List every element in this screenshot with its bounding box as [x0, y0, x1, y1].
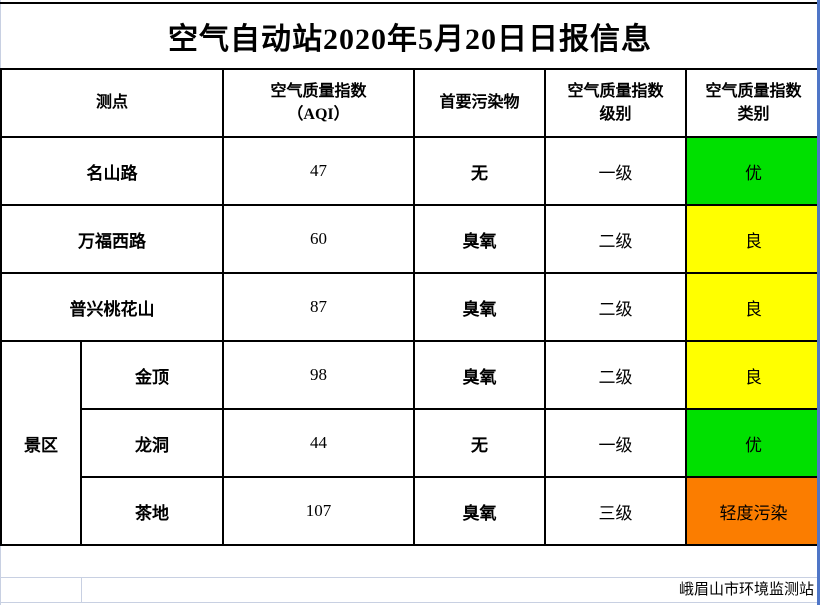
- station-cell: 茶地: [79, 476, 225, 546]
- table-row: 茶地 107 臭氧 三级 轻度污染: [1, 476, 820, 546]
- aqi-cell: 60: [222, 204, 416, 274]
- aqi-cell: 98: [222, 340, 416, 410]
- column-header-aqi-line1: 空气质量指数: [270, 82, 367, 100]
- table-row: 万福西路 60 臭氧 二级 良: [0, 204, 820, 274]
- station-cell: 龙洞: [79, 408, 225, 478]
- aqi-cell: 87: [222, 272, 416, 342]
- column-header-category: 空气质量指数 类别: [685, 68, 820, 138]
- table-row: 景区 金顶 98 臭氧 二级 良: [0, 340, 820, 546]
- category-cell: 优: [685, 136, 820, 206]
- column-header-pollutant: 首要污染物: [413, 68, 547, 138]
- column-header-level-line1: 空气质量指数: [567, 82, 664, 100]
- aqi-cell: 47: [222, 136, 416, 206]
- category-cell: 良: [685, 272, 820, 342]
- level-cell: 二级: [544, 272, 688, 342]
- station-cell: 万福西路: [0, 204, 225, 274]
- pollutant-cell: 臭氧: [413, 340, 547, 410]
- column-header-aqi: 空气质量指数 （AQI）: [222, 68, 416, 138]
- level-cell: 二级: [544, 204, 688, 274]
- level-cell: 一级: [544, 136, 688, 206]
- category-cell: 轻度污染: [685, 476, 820, 546]
- station-cell: 金顶: [79, 340, 225, 410]
- right-edge-blue-line: [817, 0, 820, 605]
- level-cell: 二级: [544, 340, 688, 410]
- table-row: 普兴桃花山 87 臭氧 二级 良: [0, 272, 820, 342]
- aqi-cell: 107: [222, 476, 416, 546]
- column-header-level: 空气质量指数 级别: [544, 68, 688, 138]
- column-header-category-line1: 空气质量指数: [705, 82, 802, 100]
- title-top-rule: [0, 2, 817, 4]
- category-cell: 优: [685, 408, 820, 478]
- pollutant-cell: 臭氧: [413, 476, 547, 546]
- table-row: 名山路 47 无 一级 优: [0, 136, 820, 206]
- column-header-aqi-line2: （AQI）: [287, 106, 350, 123]
- report-title: 空气自动站2020年5月20日日报信息: [168, 23, 652, 56]
- level-cell: 三级: [544, 476, 688, 546]
- level-cell: 一级: [544, 408, 688, 478]
- category-cell: 良: [685, 204, 820, 274]
- footer-signature: 峨眉山市环境监测站: [678, 582, 814, 598]
- column-header-level-line2: 级别: [599, 106, 632, 123]
- pollutant-cell: 臭氧: [413, 272, 547, 342]
- aqi-cell: 44: [222, 408, 416, 478]
- pollutant-cell: 无: [413, 136, 547, 206]
- station-group-cell: 景区: [0, 340, 82, 546]
- pollutant-cell: 臭氧: [413, 204, 547, 274]
- category-cell: 良: [685, 340, 820, 410]
- pollutant-cell: 无: [413, 408, 547, 478]
- column-header-category-line2: 类别: [737, 106, 770, 123]
- header-row: 测点 空气质量指数 （AQI） 首要污染物 空气质量指数 级别 空气质量指数 类…: [0, 68, 820, 138]
- column-header-station: 测点: [0, 68, 225, 138]
- footer-gridline-row: 峨眉山市环境监测站: [0, 577, 820, 603]
- station-cell: 名山路: [0, 136, 225, 206]
- footer-cell-divider: [81, 578, 82, 602]
- air-quality-table: 测点 空气质量指数 （AQI） 首要污染物 空气质量指数 级别 空气质量指数 类…: [0, 68, 820, 546]
- table-row: 龙洞 44 无 一级 优: [1, 408, 820, 478]
- station-cell: 普兴桃花山: [0, 272, 225, 342]
